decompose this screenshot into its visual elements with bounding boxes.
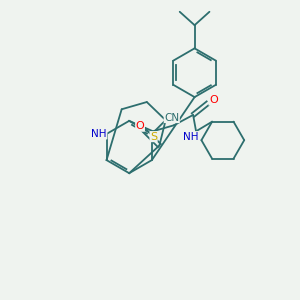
Text: S: S [150,132,157,142]
Text: NH: NH [183,132,199,142]
Text: O: O [136,121,144,131]
Text: O: O [209,95,218,105]
Text: CN: CN [164,112,179,123]
Text: NH: NH [92,129,107,139]
